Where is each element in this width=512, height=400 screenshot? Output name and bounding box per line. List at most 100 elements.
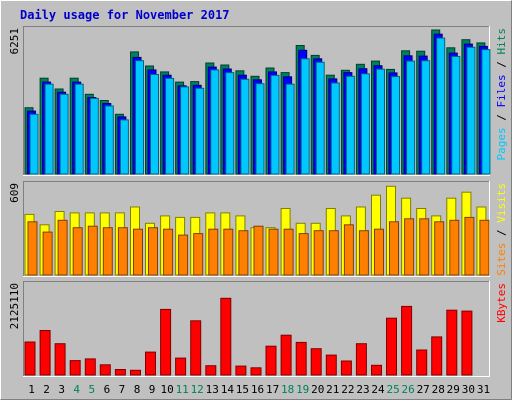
kbytes-bar-kbytes-day-24: [371, 364, 382, 376]
hits-bar-pages-day-31: [481, 49, 491, 175]
kbytes-bar-kbytes-day-30: [461, 310, 473, 376]
visits-bar-sites-day-22: [343, 224, 354, 276]
kbytes-bar-kbytes-day-7: [114, 369, 126, 376]
hits-side-label-part-3: /: [495, 55, 508, 75]
visits-bar-sites-day-26: [404, 218, 415, 276]
x-tick-label-day-12: 12: [191, 383, 204, 396]
kbytes-bar-kbytes-day-28: [431, 336, 443, 376]
kbytes-bar-kbytes-day-17: [265, 345, 277, 376]
x-tick-label-day-24: 24: [371, 383, 385, 396]
visits-bar-sites-day-12: [193, 233, 204, 276]
kbytes-bar-kbytes-day-16: [250, 367, 262, 376]
x-tick-label-day-21: 21: [326, 383, 339, 396]
kbytes-panel: [23, 281, 490, 377]
hits-bar-pages-day-29: [451, 56, 461, 175]
x-tick-label-day-15: 15: [236, 383, 249, 396]
visits-bar-sites-day-20: [313, 230, 324, 276]
x-tick-label-day-4: 4: [73, 383, 80, 396]
visits-bar-sites-day-17: [268, 228, 279, 276]
kbytes-bar-kbytes-day-19: [295, 341, 307, 376]
hits-bar-pages-day-26: [406, 60, 416, 175]
hits-side-label-part-1: /: [495, 108, 508, 128]
visits-side-label-part-2: Visits: [495, 183, 508, 223]
kbytes-bar-kbytes-day-29: [446, 309, 458, 376]
hits-bar-pages-day-1: [29, 113, 39, 175]
x-tick-label-day-30: 30: [462, 383, 475, 396]
kbytes-bar-kbytes-day-20: [310, 348, 322, 376]
hits-bar-pages-day-15: [240, 78, 250, 175]
visits-bar-sites-day-18: [283, 228, 294, 276]
x-tick-label-day-9: 9: [149, 383, 156, 396]
hits-bar-pages-day-16: [255, 83, 265, 175]
visits-bar-sites-day-27: [419, 218, 430, 276]
hits-bar-pages-day-23: [360, 73, 370, 175]
x-tick-label-day-25: 25: [386, 383, 399, 396]
hits-bar-pages-day-19: [300, 58, 310, 175]
hits-bar-pages-day-17: [270, 74, 280, 175]
hits-bar-pages-day-25: [391, 76, 400, 175]
kbytes-bar-kbytes-day-25: [386, 317, 397, 376]
kbytes-bar-kbytes-day-6: [99, 364, 111, 376]
visits-bar-sites-day-16: [253, 225, 264, 276]
x-tick-label-day-26: 26: [401, 383, 414, 396]
kbytes-bar-kbytes-day-15: [235, 365, 247, 376]
x-tick-label-day-16: 16: [251, 383, 264, 396]
kbytes-side-label: KBytes: [495, 283, 508, 323]
kbytes-bar-kbytes-day-26: [401, 305, 413, 376]
visits-bar-sites-day-21: [328, 230, 339, 276]
visits-bar-sites-day-7: [117, 227, 128, 276]
hits-bar-pages-day-20: [315, 61, 325, 175]
visits-bar-sites-day-30: [464, 216, 475, 276]
hits-bar-pages-day-5: [89, 97, 99, 175]
hits-bar-pages-day-10: [165, 77, 175, 175]
visits-bar-sites-day-3: [57, 219, 68, 276]
hits-side-label: Pages / Files / Hits: [495, 28, 508, 161]
kbytes-bar-kbytes-day-11: [175, 357, 187, 376]
kbytes-bar-kbytes-day-14: [220, 297, 232, 376]
kbytes-bar-kbytes-day-13: [205, 365, 217, 376]
x-tick-label-day-1: 1: [28, 383, 35, 396]
kbytes-ymax-label: 2125110: [8, 283, 21, 329]
x-tick-label-day-13: 13: [206, 383, 219, 396]
hits-bar-pages-day-24: [376, 68, 385, 175]
hits-side-label-part-4: Hits: [495, 28, 508, 55]
kbytes-bar-kbytes-day-5: [84, 358, 96, 376]
x-tick-label-day-31: 31: [477, 383, 490, 396]
hits-bar-pages-day-7: [119, 119, 129, 175]
visits-bar-sites-day-19: [298, 233, 309, 276]
x-tick-label-day-29: 29: [447, 383, 460, 396]
hits-side-label-part-2: Files: [495, 74, 508, 107]
visits-bar-sites-day-14: [223, 228, 234, 276]
hits-bar-pages-day-9: [150, 74, 159, 175]
kbytes-bar-kbytes-day-8: [130, 369, 141, 376]
hits-ymax-label: 6251: [8, 28, 21, 55]
hits-bar-pages-day-3: [59, 93, 69, 175]
visits-bar-sites-day-15: [238, 230, 249, 276]
x-tick-label-day-6: 6: [104, 383, 111, 396]
visits-bar-sites-day-1: [27, 221, 38, 276]
x-tick-label-day-7: 7: [119, 383, 126, 396]
kbytes-bar-kbytes-day-10: [160, 308, 172, 376]
kbytes-bar-kbytes-day-3: [54, 343, 66, 376]
hits-bar-pages-day-8: [135, 60, 144, 175]
x-tick-label-day-2: 2: [43, 383, 50, 396]
kbytes-bar-kbytes-day-21: [325, 354, 337, 376]
kbytes-bar-kbytes-day-12: [190, 320, 202, 376]
visits-bar-sites-day-2: [42, 231, 53, 276]
hits-bar-pages-day-28: [436, 37, 446, 175]
x-tick-label-day-18: 18: [281, 383, 294, 396]
hits-bar-pages-day-22: [345, 75, 355, 175]
kbytes-bar-kbytes-day-23: [355, 343, 367, 376]
hits-bar-pages-day-30: [466, 46, 476, 175]
visits-bar-sites-day-31: [479, 219, 490, 276]
kbytes-bar-kbytes-day-1: [24, 341, 36, 376]
visits-bar-sites-day-25: [389, 221, 399, 276]
visits-bar-sites-day-5: [87, 225, 98, 276]
x-tick-label-day-22: 22: [341, 383, 354, 396]
chart-title: Daily usage for November 2017: [20, 8, 230, 22]
x-tick-label-day-8: 8: [134, 383, 141, 396]
hits-bar-pages-day-13: [210, 69, 220, 175]
kbytes-bar-kbytes-day-27: [416, 349, 428, 376]
visits-side-label-part-1: /: [495, 223, 508, 243]
